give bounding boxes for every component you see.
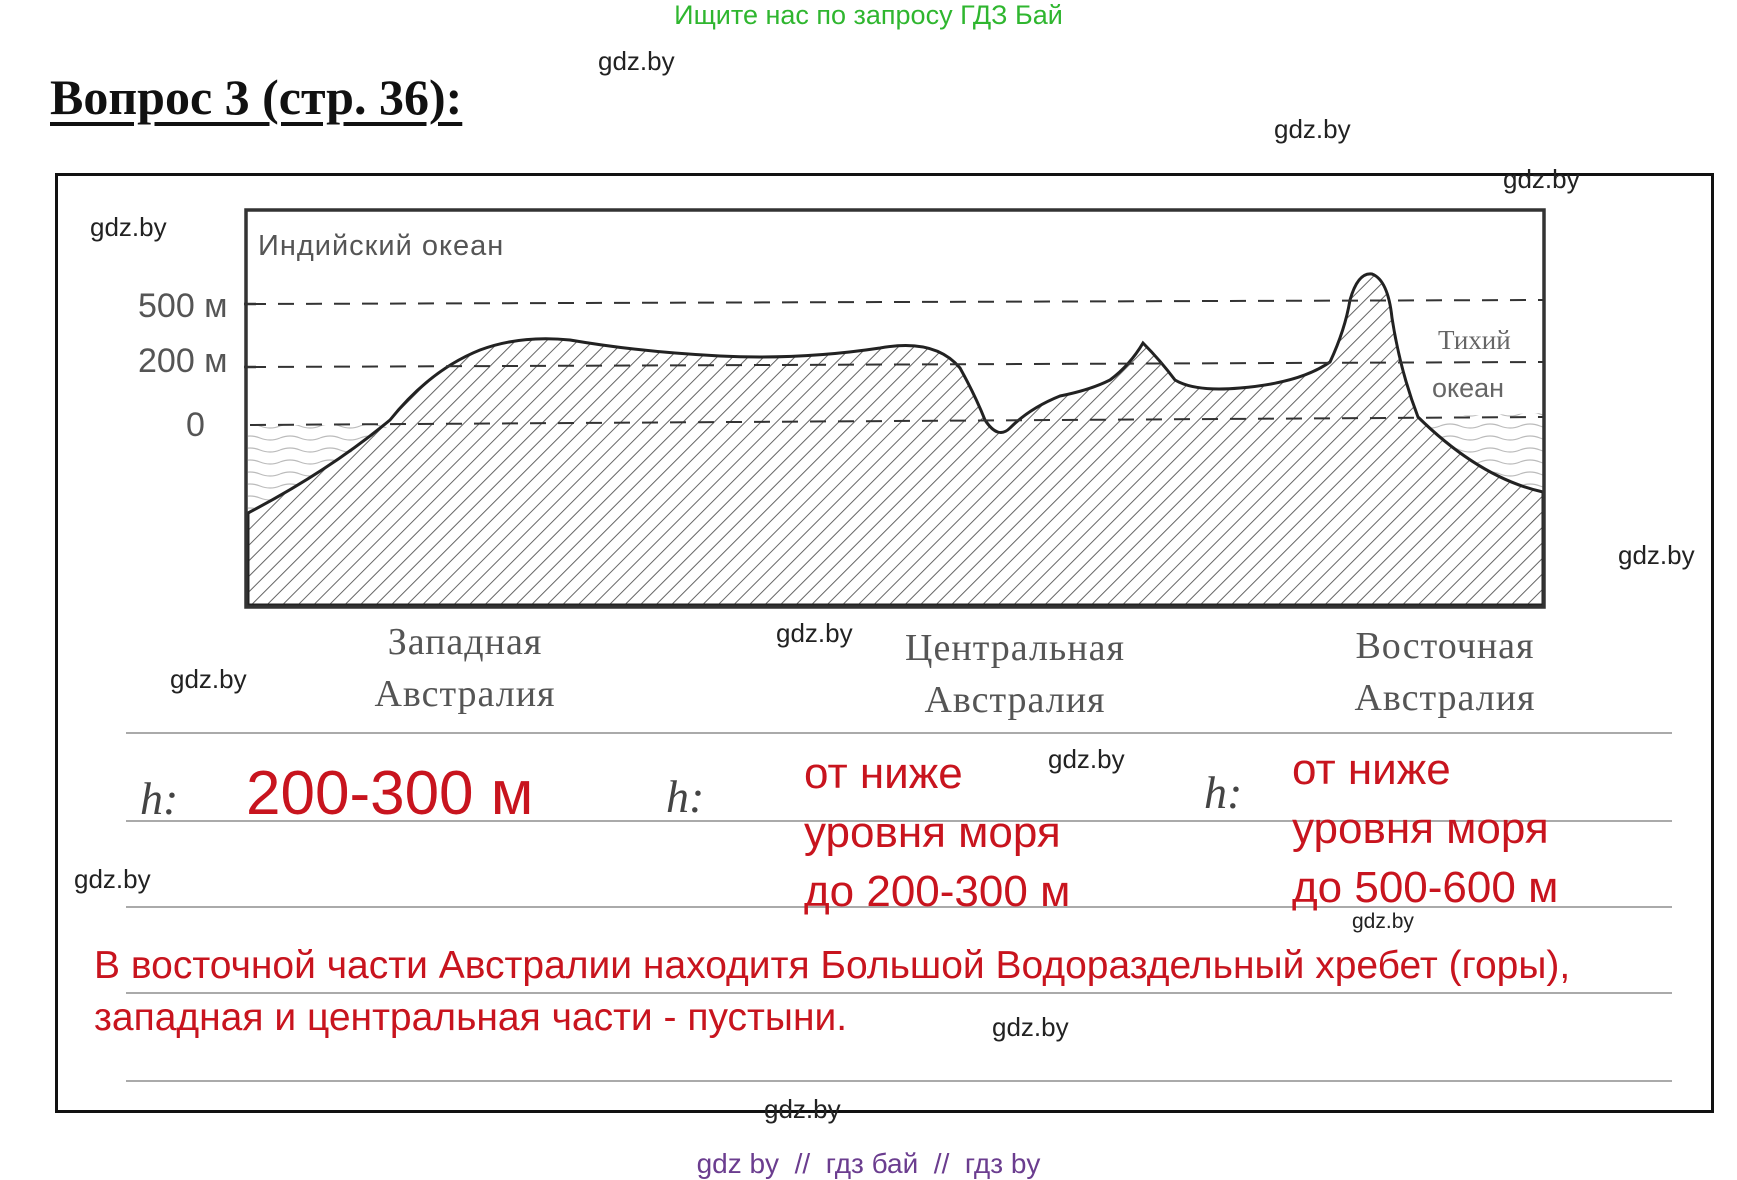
answer-conclusion-line2: западная и центральная части - пустыни. <box>94 996 848 1039</box>
land-relief <box>246 272 1545 607</box>
answer-east-height: от ниже уровня моря до 500-600 м <box>1292 740 1558 917</box>
region-east-line2: Австралия <box>1354 677 1536 719</box>
watermark: gdz.by <box>776 618 853 648</box>
region-west-line2: Австралия <box>374 673 556 715</box>
answer-east-line3: до 500-600 м <box>1292 863 1559 912</box>
watermark: gdz.by <box>170 664 247 694</box>
watermark: gdz.by <box>74 864 151 894</box>
page-title: Вопрос 3 (стр. 36): <box>50 69 463 125</box>
answer-east-line2: уровня моря <box>1292 804 1549 853</box>
indian-ocean-label: Индийский океан <box>258 230 505 262</box>
region-central-line1: Центральная <box>905 627 1125 669</box>
region-west: Западная Австралия <box>340 616 590 720</box>
answer-west-height: 200-300 м <box>246 759 534 828</box>
watermark: gdz.by <box>598 46 675 76</box>
height-label-west: h: <box>140 773 179 824</box>
task-frame <box>55 173 1714 1113</box>
search-hint: Ищите нас по запросу ГДЗ Бай <box>674 0 1063 30</box>
watermark: gdz.by <box>1274 114 1351 144</box>
answer-central-height: от ниже уровня моря до 200-300 м <box>804 744 1070 921</box>
region-east-line1: Восточная <box>1355 625 1535 667</box>
level-label-500: 500 м <box>138 287 228 325</box>
level-line-0 <box>249 416 1544 426</box>
height-label-east: h: <box>1204 767 1243 818</box>
region-east: Восточная Австралия <box>1320 620 1570 724</box>
answer-rule-2 <box>126 820 1672 822</box>
answer-rule-3 <box>126 906 1672 908</box>
watermark: gdz.by <box>1503 164 1580 194</box>
answer-rule-5 <box>126 1080 1672 1082</box>
level-label-200: 200 м <box>138 342 228 380</box>
answer-conclusion-line1: В восточной части Австралии находитя Бол… <box>94 944 1571 987</box>
watermark: gdz.by <box>1618 540 1695 570</box>
level-label-0: 0 <box>186 406 205 444</box>
answer-east-line1: от ниже <box>1292 745 1451 794</box>
watermark: gdz.by <box>1352 910 1414 933</box>
region-central: Центральная Австралия <box>870 622 1160 726</box>
pacific-ocean-label-line1: Тихий <box>1438 325 1511 355</box>
answer-central-line3: до 200-300 м <box>804 867 1071 916</box>
level-line-200 <box>249 361 1544 368</box>
height-label-central: h: <box>666 771 705 822</box>
answer-central-line1: от ниже <box>804 749 963 798</box>
answer-conclusion: В восточной части Австралии находитя Бол… <box>94 940 1570 1044</box>
answer-rule-4 <box>126 992 1672 994</box>
pacific-ocean-water <box>1418 413 1543 492</box>
pacific-ocean-label-line2: океан <box>1432 373 1505 403</box>
watermark: gdz.by <box>90 212 167 242</box>
answer-central-line2: уровня моря <box>804 808 1061 857</box>
region-west-line1: Западная <box>387 621 543 663</box>
footer-links: gdz by // гдз бай // гдз by <box>696 1148 1041 1179</box>
watermark: gdz.by <box>764 1094 841 1124</box>
watermark: gdz.by <box>992 1012 1069 1042</box>
region-central-line2: Австралия <box>924 679 1106 721</box>
watermark: gdz.by <box>1048 744 1125 774</box>
answer-rule-1 <box>126 732 1672 734</box>
profile-box <box>244 208 1546 609</box>
level-line-500 <box>249 299 1544 305</box>
